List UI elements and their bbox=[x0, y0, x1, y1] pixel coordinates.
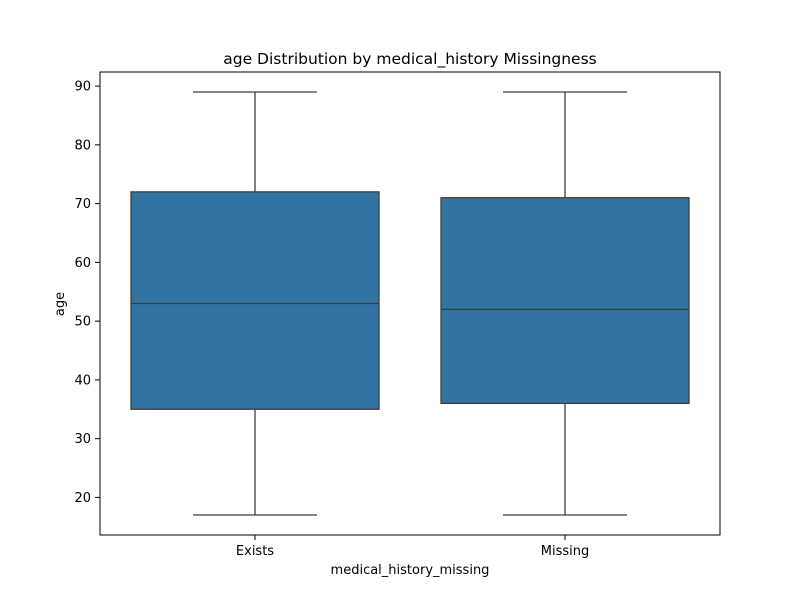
y-tick-label-20: 20 bbox=[74, 491, 91, 506]
chart-title: age Distribution by medical_history Miss… bbox=[223, 50, 597, 69]
y-tick-label-90: 90 bbox=[74, 80, 91, 95]
y-tick-label-40: 40 bbox=[74, 373, 91, 388]
y-tick-label-70: 70 bbox=[74, 197, 91, 212]
x-tick-label-missing: Missing bbox=[541, 544, 589, 559]
y-tick-label-30: 30 bbox=[74, 432, 91, 447]
plot-frame bbox=[99, 71, 721, 536]
y-axis-label: age bbox=[53, 292, 68, 316]
x-axis-label: medical_history_missing bbox=[331, 563, 490, 578]
box-exists bbox=[130, 191, 380, 410]
x-tick-label-exists: Exists bbox=[236, 544, 274, 559]
y-tick-label-80: 80 bbox=[74, 138, 91, 153]
y-tick-label-60: 60 bbox=[74, 256, 91, 271]
plot-area: 20 30 40 50 60 70 80 90 Exists Missing bbox=[74, 71, 721, 559]
box-missing bbox=[440, 197, 690, 405]
y-tick-label-50: 50 bbox=[74, 315, 91, 330]
